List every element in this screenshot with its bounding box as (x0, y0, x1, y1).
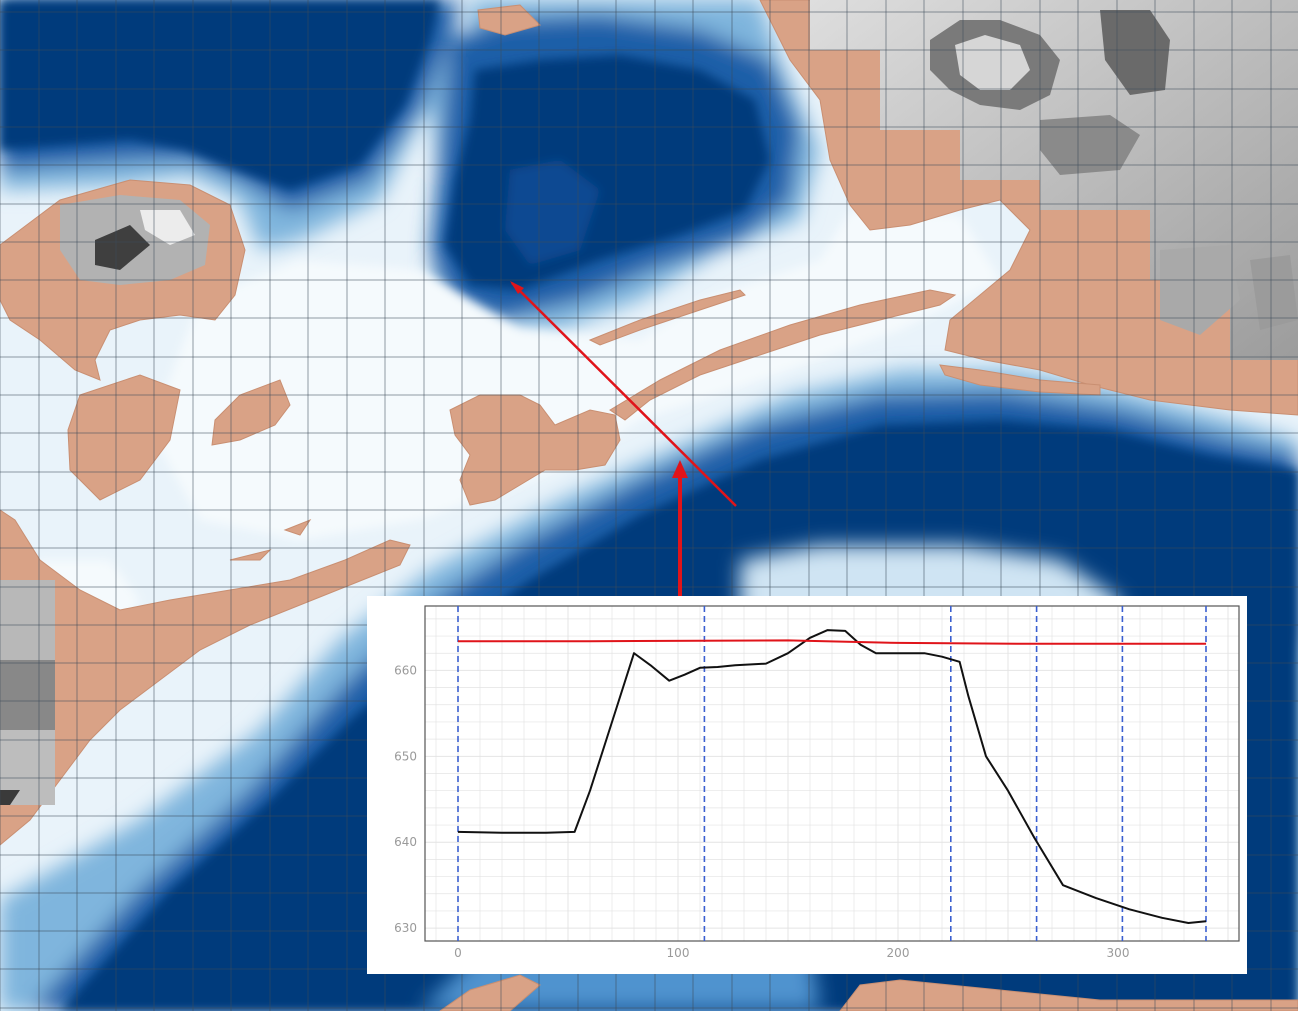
y-tick-label: 650 (394, 749, 417, 763)
x-tick-label: 0 (454, 946, 462, 960)
ground-profile-line (457, 629, 1207, 924)
terrain-hillshade (0, 0, 1298, 805)
water-surface-line (458, 639, 1206, 645)
cross-section-profile-panel: 630 640 650 660 0 100 200 300 (367, 596, 1247, 974)
x-tick-label: 100 (667, 946, 690, 960)
y-tick-label: 630 (394, 921, 417, 935)
cell-face-lines (457, 606, 1207, 941)
chart-grid (425, 606, 1239, 941)
y-tick-labels: 630 640 650 660 (394, 663, 417, 935)
y-tick-label: 660 (394, 663, 417, 677)
chart-series (457, 629, 1207, 924)
plot-area-frame (424, 605, 1240, 942)
x-tick-labels: 0 100 200 300 (454, 946, 1129, 960)
y-tick-label: 640 (394, 835, 417, 849)
cross-section-profile-chart: 630 640 650 660 0 100 200 300 (394, 605, 1240, 960)
x-tick-label: 300 (1107, 946, 1130, 960)
x-tick-label: 200 (887, 946, 910, 960)
cross-section-line (510, 281, 737, 507)
